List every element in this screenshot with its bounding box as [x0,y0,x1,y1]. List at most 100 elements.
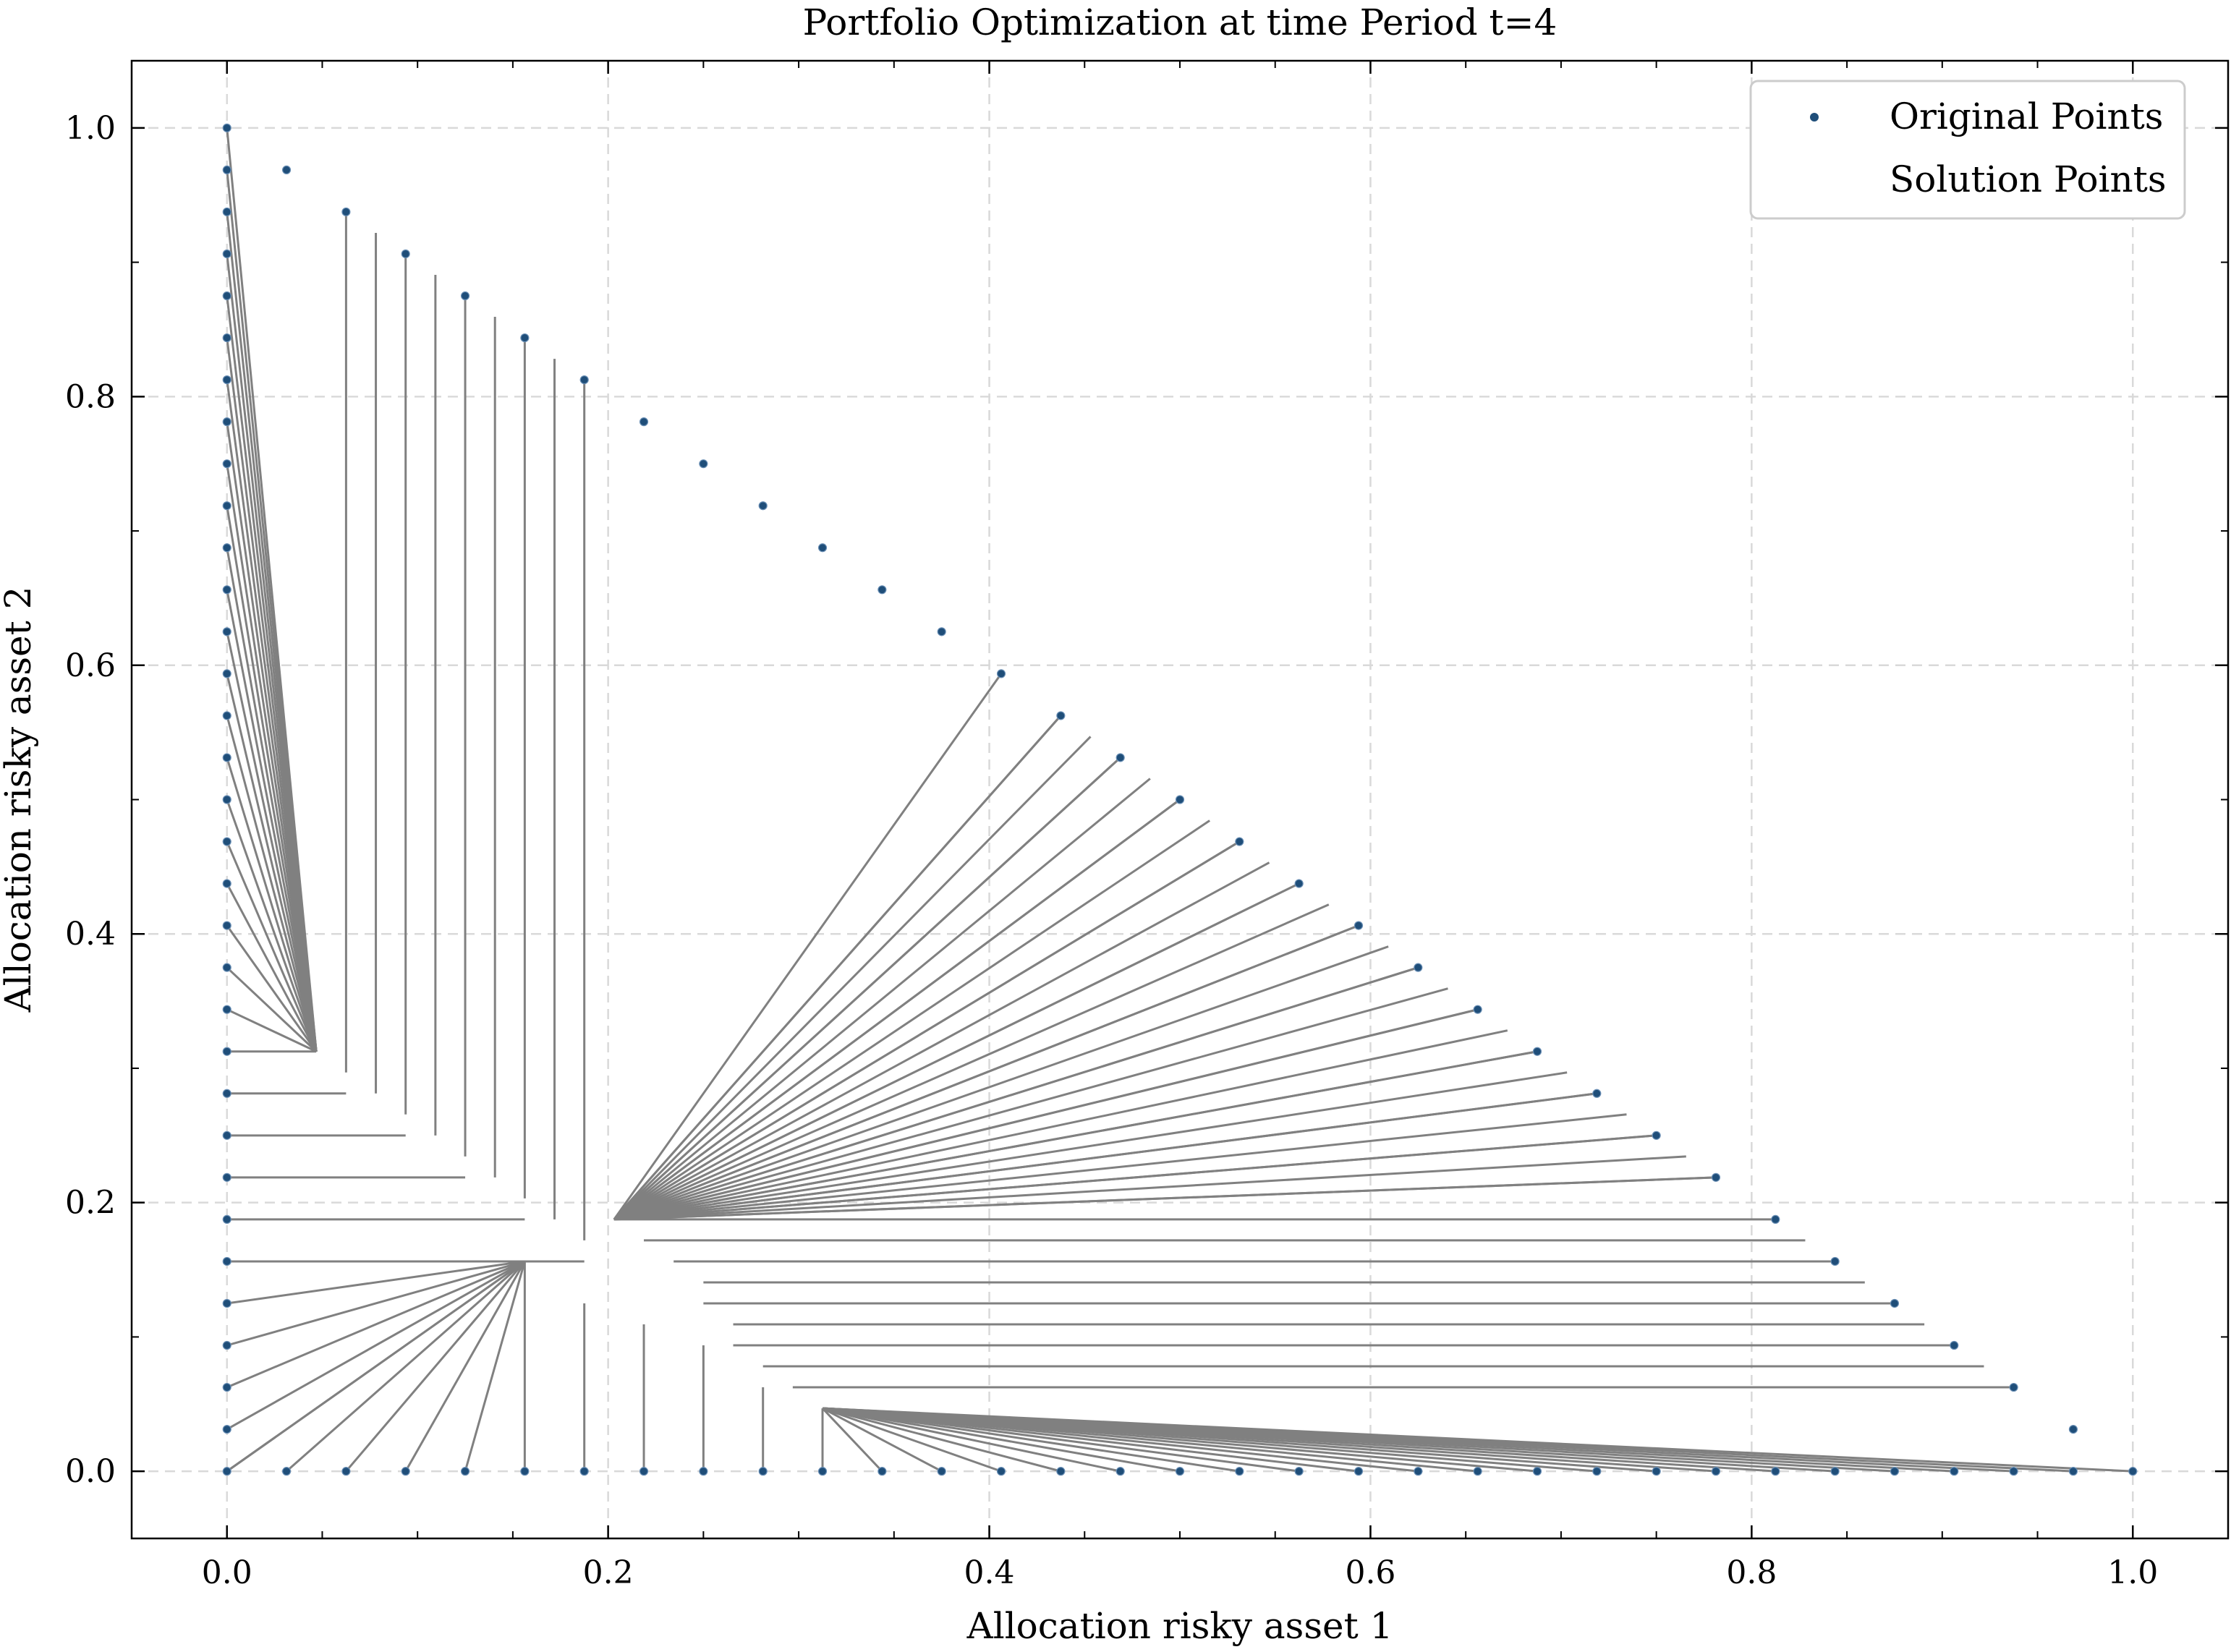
original-point [222,1382,231,1392]
connector-line [226,631,318,1052]
original-point [1950,1340,1959,1350]
connector-line [613,945,1389,1221]
connector-line [226,715,318,1052]
original-point [222,1340,231,1350]
connector-line [226,882,318,1052]
original-point [222,249,231,259]
original-point [222,879,231,888]
connector-line [226,127,318,1052]
original-point [1830,1256,1840,1266]
original-point [222,1089,231,1098]
original-point [1532,1467,1542,1476]
original-point [222,837,231,846]
original-point [758,1467,768,1476]
original-point [2009,1382,2018,1392]
original-point [579,1467,589,1476]
original-point [1294,1467,1304,1476]
original-point [817,543,828,553]
original-point [1771,1467,1780,1476]
original-point [460,291,470,301]
original-point [1592,1089,1602,1098]
original-point [222,165,231,175]
connector-line [613,1134,1657,1221]
connector-line [613,715,1062,1220]
y-tick-label: 0.0 [65,1453,116,1490]
original-point [401,1467,410,1476]
original-point [222,1214,231,1224]
original-point [1116,753,1125,762]
connector-line [226,966,318,1052]
connector-line [613,1176,1717,1221]
connector-line [226,840,318,1052]
connector-line [613,1155,1686,1221]
original-point [2068,1424,2078,1434]
legend-original-marker [1810,113,1819,122]
original-point [1473,1005,1482,1014]
connector-line [822,1407,1002,1473]
original-point [222,963,231,972]
original-point [222,123,231,132]
connector-line [226,589,318,1052]
original-point [1711,1467,1721,1476]
connector-line [404,1261,526,1472]
connector-line [613,1029,1508,1221]
original-point [1116,1467,1125,1476]
original-point [1414,1467,1423,1476]
original-point [222,459,231,469]
connector-line [822,1407,1061,1473]
connector-line [226,547,318,1052]
connector-line [613,966,1419,1221]
connector-line [613,1092,1597,1221]
original-point [222,1424,231,1434]
original-point [222,1467,231,1476]
original-point [1235,1467,1244,1476]
original-point [877,585,887,595]
original-point [341,1467,351,1476]
original-point [1532,1047,1542,1056]
legend-box [1749,80,2186,220]
original-point [222,333,231,343]
connector-line [613,882,1300,1221]
original-point [222,1047,231,1056]
legend-original-label: Original Points [1890,95,2163,137]
original-point [639,417,649,427]
original-point [520,333,530,343]
original-point [222,417,231,427]
connector-line [613,1050,1538,1221]
original-point [996,1467,1006,1476]
connector-line [613,1071,1568,1221]
connector-line [345,1260,526,1473]
connector-line [613,778,1151,1221]
original-point [222,543,231,553]
original-point [1652,1131,1661,1140]
chart-title: Portfolio Optimization at time Period t=… [803,1,1558,43]
x-tick-label: 0.6 [1345,1554,1395,1591]
legend-solution-label: Solution Points [1890,158,2167,200]
connector-line [226,799,318,1052]
original-point [222,1172,231,1182]
original-point [1830,1467,1840,1476]
original-point [222,1005,231,1014]
ticks: 0.0 0.2 0.4 0.6 0.8 1.0 0.0 0.2 0.4 0.6 0.8 1.0 [65,61,2228,1591]
legend: Original Points Solution Points [1749,80,2186,220]
connector-line [822,1407,943,1473]
original-point [1592,1467,1602,1476]
connector-line [822,1407,1240,1473]
connector-line [286,1260,526,1473]
connector-line [613,673,1003,1220]
original-point [281,165,292,175]
original-point [222,627,231,636]
connector-line [613,861,1270,1221]
connector-line [613,1113,1627,1221]
connector-line [613,1008,1479,1221]
original-point [699,459,708,469]
original-point [520,1467,530,1476]
original-point [1652,1467,1661,1476]
y-tick-label: 0.2 [65,1185,116,1222]
connector-line [613,840,1241,1221]
original-point [639,1467,649,1476]
original-point [222,1131,231,1140]
original-point [401,249,410,259]
connector-line [226,757,318,1052]
original-point [937,627,946,636]
